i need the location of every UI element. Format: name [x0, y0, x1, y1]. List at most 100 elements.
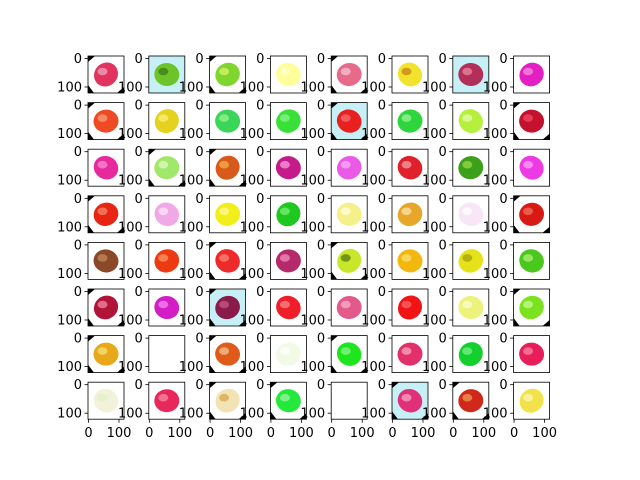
- y-tick-label: 100: [422, 220, 447, 235]
- subplot-r2-c4: 0 100: [300, 145, 368, 189]
- x-tick-label: 0: [449, 426, 457, 441]
- subplot-r0-c0: 0 100: [57, 52, 125, 96]
- subplot-r6-c3: 0 100: [240, 332, 307, 375]
- y-tick-label: 100: [300, 360, 325, 375]
- subplot-r3-c7: 0 100: [483, 192, 550, 235]
- subplot-r3-c2: 0 100: [179, 192, 247, 235]
- y-tick-label: 100: [422, 407, 447, 422]
- corner-artifact: [209, 335, 217, 342]
- subplot-r1-c3: 0 100: [240, 99, 307, 142]
- y-tick-label: 0: [499, 145, 507, 160]
- y-tick-label: 0: [499, 192, 507, 207]
- fruit-highlight: [401, 300, 412, 309]
- corner-artifact: [209, 364, 216, 373]
- y-tick-label: 100: [422, 314, 447, 329]
- axes-frame: [209, 148, 247, 187]
- y-tick-label: 100: [240, 360, 265, 375]
- corner-artifact: [542, 320, 550, 326]
- subplot-r2-c0: 0 100: [57, 145, 125, 189]
- y-tick-label: 0: [256, 192, 264, 207]
- y-tick-label: 100: [240, 81, 265, 96]
- fruit-highlight: [158, 300, 169, 309]
- subplot-r6-c6: 0 100: [422, 332, 490, 375]
- fruit-highlight: [279, 114, 290, 122]
- subplot-r5-c3: 0 100: [240, 285, 307, 329]
- y-tick-label: 100: [300, 267, 325, 282]
- axes-frame: [513, 148, 550, 187]
- fruit-highlight: [340, 114, 351, 122]
- y-tick-label: 100: [240, 174, 265, 189]
- x-tick-label: 0: [145, 426, 153, 441]
- axes-frame: [452, 148, 490, 187]
- y-tick-label: 0: [135, 238, 143, 253]
- corner-artifact: [88, 85, 94, 93]
- fruit-highlight: [401, 393, 412, 402]
- fruit-highlight: [523, 300, 534, 309]
- subplot-r5-c7: 0 100: [483, 285, 550, 329]
- y-tick-label: 100: [483, 127, 508, 142]
- fruit-highlight: [523, 114, 534, 122]
- axes-frame: [269, 241, 307, 280]
- y-tick-label: 100: [483, 267, 508, 282]
- x-tick-label: 0: [328, 426, 336, 441]
- axes-frame: [513, 241, 550, 280]
- axes-frame: [148, 241, 186, 280]
- axes-frame: [87, 381, 125, 420]
- subplot-r6-c4: 0 100: [300, 332, 368, 375]
- y-tick-label: 0: [499, 52, 507, 67]
- y-tick-label: 0: [378, 145, 386, 160]
- axes-frame: [148, 102, 186, 140]
- y-tick-label: 0: [378, 285, 386, 300]
- y-tick-label: 100: [483, 314, 508, 329]
- y-tick-label: 100: [361, 360, 386, 375]
- y-tick-label: 0: [439, 52, 447, 67]
- fruit-highlight: [279, 300, 290, 309]
- fruit-highlight: [401, 347, 412, 355]
- y-tick-label: 0: [378, 52, 386, 67]
- y-tick-label: 0: [439, 99, 447, 114]
- subplot-r1-c1: 0 100: [118, 99, 186, 142]
- subplot-r4-c7: 0 100: [483, 238, 550, 282]
- corner-artifact: [360, 273, 368, 280]
- y-tick-label: 100: [240, 267, 265, 282]
- axes-frame: [269, 335, 307, 374]
- corner-artifact: [88, 195, 95, 202]
- y-tick-label: 100: [179, 220, 204, 235]
- corner-artifact: [331, 56, 339, 62]
- x-tick-label: 0: [267, 426, 275, 441]
- subplot-r0-c3: 0 100: [240, 52, 307, 96]
- x-tick-label: 100: [167, 426, 192, 441]
- corner-artifact: [513, 102, 521, 109]
- subplot-r4-c6: 0 100: [422, 238, 490, 282]
- fruit-highlight: [279, 393, 290, 402]
- y-tick-label: 100: [57, 81, 82, 96]
- corner-artifact: [513, 195, 521, 202]
- y-tick-label: 100: [179, 360, 204, 375]
- y-tick-label: 100: [118, 81, 143, 96]
- corner-artifact: [238, 87, 246, 93]
- y-tick-label: 0: [135, 99, 143, 114]
- x-tick-label: 0: [206, 426, 214, 441]
- fruit-highlight: [219, 67, 230, 76]
- y-tick-label: 0: [439, 378, 447, 393]
- fruit-highlight: [523, 254, 534, 262]
- y-tick-label: 100: [361, 407, 386, 422]
- fruit-highlight: [97, 207, 108, 216]
- axes-frame: [269, 148, 307, 187]
- axes-frame: [148, 335, 186, 374]
- subplot-r2-c3: 0 100: [240, 145, 307, 189]
- subplot-r1-c4: 0 100: [300, 99, 368, 142]
- corner-artifact: [88, 318, 94, 326]
- y-tick-label: 0: [439, 192, 447, 207]
- subplot-r6-c7: 0 100: [483, 332, 550, 375]
- y-tick-label: 100: [179, 407, 204, 422]
- y-tick-label: 0: [256, 332, 264, 347]
- y-tick-label: 0: [317, 52, 325, 67]
- y-tick-label: 100: [300, 314, 325, 329]
- y-tick-label: 0: [195, 332, 203, 347]
- subplot-r6-c5: 0 100: [361, 332, 429, 375]
